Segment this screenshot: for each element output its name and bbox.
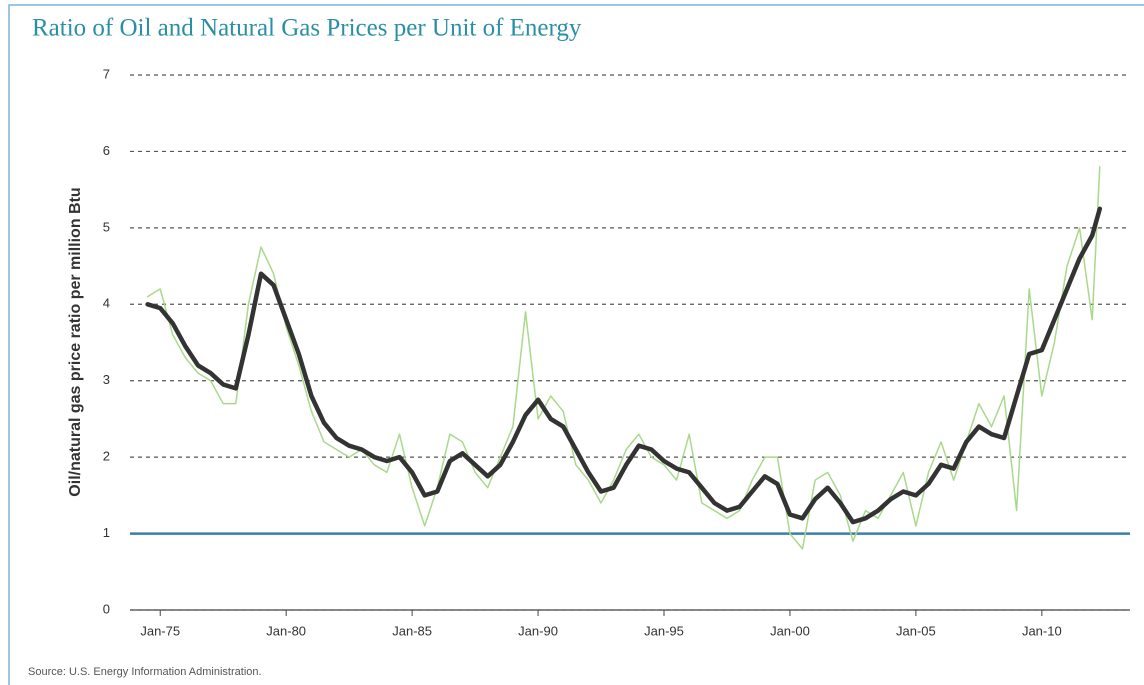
y-tick-label: 6 [103,143,110,158]
frame [8,4,1144,685]
y-tick-label: 7 [103,66,110,81]
y-tick-label: 5 [103,219,110,234]
y-tick-label: 2 [103,449,110,464]
x-tick-label: Jan-10 [1022,623,1062,638]
x-tick-label: Jan-00 [770,623,810,638]
y-tick-label: 4 [103,296,110,311]
series-line [146,165,1101,550]
x-tick-label: Jan-80 [266,623,306,638]
x-tick-label: Jan-75 [140,623,180,638]
x-tick-label: Jan-85 [392,623,432,638]
chart-title: Ratio of Oil and Natural Gas Prices per … [32,15,582,42]
source-note: Source: U.S. Energy Information Administ… [28,666,262,678]
x-tick-label: Jan-90 [518,623,558,638]
y-axis-label: Oil/natural gas price ratio per million … [67,187,84,496]
series-line [145,206,1103,525]
x-tick-label: Jan-05 [896,623,936,638]
y-tick-label: 1 [103,525,110,540]
y-tick-label: 3 [103,372,110,387]
y-tick-label: 0 [103,601,110,616]
x-tick-label: Jan-95 [644,623,684,638]
